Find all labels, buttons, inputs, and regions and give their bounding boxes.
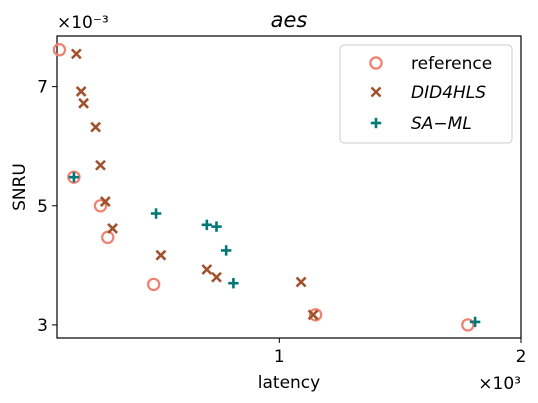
x-axis-multiplier: ×10³ <box>478 374 521 394</box>
did4hls-point <box>295 276 307 288</box>
plot-area <box>56 35 522 339</box>
sa-ml-point <box>211 221 222 232</box>
sa-ml-point <box>220 245 232 256</box>
sa-ml-point <box>228 277 239 289</box>
sa-ml-point <box>68 171 80 183</box>
did4hls-point <box>201 264 213 275</box>
data-marks <box>52 43 481 332</box>
axis-ticks: 1 2 3 5 7 <box>37 78 526 367</box>
x-tick-label: 1 <box>274 347 285 367</box>
legend-box <box>339 44 513 144</box>
sa-ml-point <box>469 316 481 328</box>
did4hls-point <box>211 271 222 283</box>
legend-label-sa-ml: SA−ML <box>411 114 472 134</box>
y-axis-label: SNRU <box>10 163 30 211</box>
y-axis-multiplier: ×10⁻³ <box>57 13 109 33</box>
y-tick-label: 7 <box>37 78 48 98</box>
reference-point <box>146 277 161 292</box>
reference-point <box>101 230 115 245</box>
legend-marker-sa-ml <box>370 117 382 129</box>
legend-label-did4hls: DID4HLS <box>411 83 486 103</box>
sa-ml-point <box>150 208 162 219</box>
y-tick-label: 5 <box>37 197 48 217</box>
did4hls-point <box>99 196 111 208</box>
x-tick-label: 2 <box>516 347 527 367</box>
y-tick-label: 3 <box>37 316 48 336</box>
legend-marker-did4hls <box>370 86 382 98</box>
reference-point <box>67 170 81 184</box>
did4hls-point <box>307 309 319 321</box>
legend: reference DID4HLS SA−ML <box>339 44 513 144</box>
did4hls-point <box>155 249 167 261</box>
did4hls-point <box>70 48 82 60</box>
chart-title: aes <box>271 8 308 32</box>
reference-point <box>93 199 108 213</box>
reference-point <box>52 43 67 57</box>
did4hls-point <box>90 121 102 133</box>
legend-marker-reference <box>369 56 383 70</box>
x-axis-label: latency <box>258 373 320 393</box>
did4hls-point <box>95 159 106 171</box>
did4hls-point <box>107 222 119 234</box>
did4hls-point <box>75 85 87 97</box>
sa-ml-point <box>201 219 213 231</box>
reference-point <box>308 308 323 322</box>
did4hls-point <box>78 97 90 109</box>
reference-point <box>461 318 475 332</box>
legend-label-reference: reference <box>411 54 492 74</box>
